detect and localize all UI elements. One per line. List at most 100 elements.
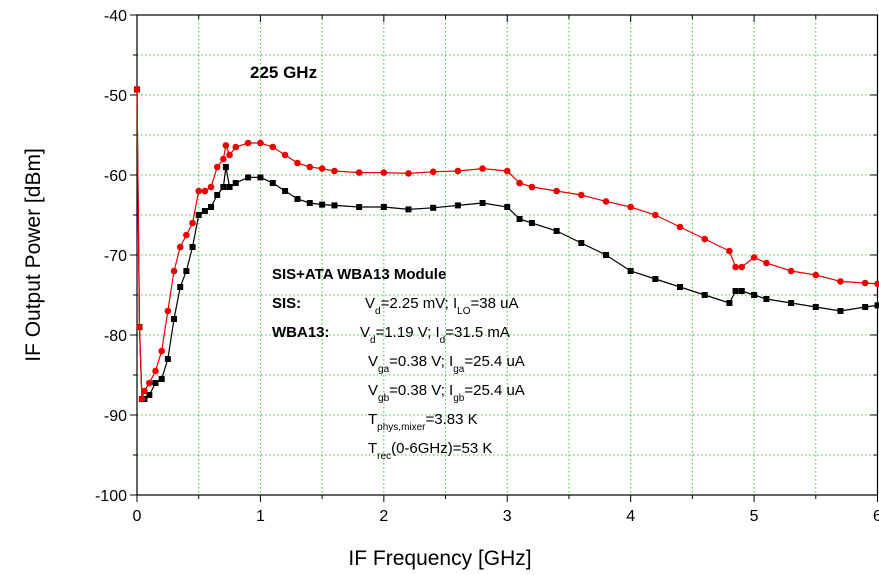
- y-tick-label: -60: [104, 168, 127, 185]
- data-point: [269, 143, 277, 151]
- data-point: [220, 184, 227, 190]
- annotation-part: ga: [453, 364, 465, 375]
- data-point: [787, 267, 795, 275]
- data-point: [726, 247, 733, 255]
- data-point: [319, 201, 326, 208]
- data-point: [430, 204, 437, 211]
- data-point: [306, 200, 313, 206]
- data-point: [405, 206, 412, 213]
- annotation-part: V: [365, 295, 375, 312]
- data-point: [751, 292, 758, 298]
- data-point: [874, 280, 879, 288]
- data-point: [152, 380, 159, 386]
- data-point: [226, 184, 233, 190]
- y-tick-label: -90: [104, 408, 127, 425]
- annotation-part: =31.5 mA: [445, 324, 510, 341]
- data-point: [516, 179, 523, 187]
- data-point: [750, 254, 758, 261]
- data-point: [788, 300, 795, 306]
- data-point: [812, 271, 820, 279]
- data-point: [164, 356, 171, 362]
- data-point: [220, 155, 227, 163]
- data-point: [380, 204, 387, 210]
- data-point: [763, 296, 770, 302]
- annotation-part: ga: [378, 364, 390, 375]
- data-point: [189, 219, 196, 227]
- data-point: [528, 183, 536, 191]
- data-point: [837, 278, 844, 285]
- data-point: [208, 204, 215, 210]
- annotation-text: Vgb=0.38 V; Igb=25.4 uA: [368, 382, 525, 404]
- data-point: [164, 307, 172, 315]
- data-point: [176, 243, 184, 251]
- data-point: [138, 395, 146, 403]
- annotation-part: =38 uA: [471, 295, 519, 312]
- data-point: [701, 235, 709, 243]
- y-tick-label: -40: [104, 8, 127, 25]
- data-point: [170, 267, 178, 275]
- data-point: [732, 263, 739, 271]
- data-point: [355, 169, 363, 176]
- annotation-part: V: [368, 353, 378, 370]
- annotation-label: WBA13:: [272, 324, 330, 341]
- data-point: [257, 174, 264, 181]
- annotation-part: =25.4 uA: [464, 382, 524, 399]
- annotation-part: T: [368, 440, 377, 457]
- data-point: [141, 387, 148, 395]
- data-point: [516, 216, 523, 222]
- data-point: [269, 180, 276, 186]
- x-tick-label: 2: [379, 508, 388, 525]
- annotation-part: d: [370, 335, 376, 346]
- annotation-label: SIS:: [272, 295, 301, 312]
- annotation-part: =2.25 mV; I: [381, 295, 458, 312]
- data-point: [602, 252, 609, 258]
- annotation-text: Vga=0.38 V; Iga=25.4 uA: [368, 353, 525, 375]
- annotation-part: =25.4 uA: [464, 353, 524, 370]
- data-point: [207, 183, 215, 191]
- data-point: [380, 169, 388, 176]
- y-tick-label: -50: [104, 88, 127, 105]
- data-point: [133, 86, 141, 93]
- annotation-part: phys,mixer: [377, 422, 426, 433]
- data-point: [201, 187, 209, 195]
- data-point: [177, 284, 184, 290]
- data-point: [171, 316, 178, 322]
- data-point: [812, 304, 819, 310]
- x-tick-label: 4: [626, 508, 635, 525]
- data-point: [578, 240, 585, 246]
- data-point: [214, 192, 221, 198]
- data-point: [738, 288, 745, 294]
- x-axis-label: IF Frequency [GHz]: [348, 547, 531, 570]
- annotation-part: gb: [378, 393, 390, 404]
- data-point: [726, 300, 733, 306]
- annotation-title: SIS+ATA WBA13 Module: [272, 266, 446, 283]
- data-point: [189, 244, 196, 250]
- data-point: [504, 204, 511, 210]
- data-point: [331, 167, 338, 175]
- data-point: [874, 302, 879, 309]
- data-point: [201, 208, 208, 214]
- data-point: [837, 308, 844, 314]
- data-point: [738, 263, 746, 271]
- data-point: [479, 200, 486, 206]
- data-point: [195, 187, 203, 195]
- annotation-text: Trec(0-6GHz)=53 K: [368, 440, 492, 462]
- y-axis-label: IF Output Power [dBm]: [22, 148, 45, 362]
- y-tick-label: -100: [95, 488, 127, 505]
- x-tick-label: 6: [873, 508, 879, 525]
- data-point: [257, 139, 264, 147]
- data-point: [479, 165, 486, 172]
- x-tick-label: 5: [750, 508, 759, 525]
- data-point: [294, 196, 301, 202]
- data-point: [454, 167, 462, 175]
- data-point: [195, 212, 202, 218]
- x-tick-label: 3: [503, 508, 512, 525]
- data-point: [294, 159, 301, 167]
- x-tick-label: 1: [256, 508, 265, 525]
- data-point: [503, 167, 511, 175]
- data-point: [652, 211, 659, 219]
- y-tick-label: -80: [104, 328, 127, 345]
- data-point: [222, 164, 229, 170]
- data-point: [232, 143, 240, 151]
